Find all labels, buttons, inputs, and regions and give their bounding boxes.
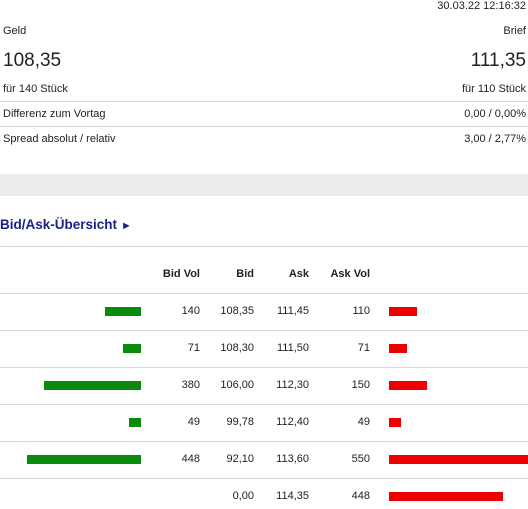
ask-price: 111,35 xyxy=(470,50,526,71)
ask-volume-bar xyxy=(389,492,503,501)
bid-volume-bar xyxy=(105,307,141,316)
table-row: 0,00 114,35 448 xyxy=(0,478,528,509)
ask-volume-bar xyxy=(389,381,427,390)
cell-bid-vol: 49 xyxy=(187,416,200,428)
bid-price: 108,35 xyxy=(3,50,62,71)
ask-volume-bar xyxy=(389,455,528,464)
cell-ask-vol: 448 xyxy=(351,490,370,502)
divider xyxy=(0,101,528,102)
table-header: Bid Vol Bid Ask Ask Vol xyxy=(0,265,528,285)
divider xyxy=(0,126,528,127)
cell-ask: 112,30 xyxy=(276,379,309,391)
bid-volume-bar xyxy=(27,455,141,464)
cell-ask: 114,35 xyxy=(276,490,309,502)
row-divider xyxy=(0,367,528,368)
bid-volume-bar xyxy=(44,381,141,390)
ask-volume-bar xyxy=(389,344,407,353)
table-row: 71 108,30 111,50 71 xyxy=(0,330,528,367)
cell-ask: 112,40 xyxy=(276,416,309,428)
bid-volume-bar xyxy=(129,418,141,427)
ask-quantity: für 110 Stück xyxy=(462,83,526,95)
diff-value: 0,00 / 0,00% xyxy=(464,108,526,120)
cell-bid: 108,35 xyxy=(220,305,254,317)
header-bid: Bid xyxy=(236,268,254,280)
row-divider xyxy=(0,404,528,405)
cell-bid: 106,00 xyxy=(220,379,254,391)
header-ask-vol: Ask Vol xyxy=(330,268,370,280)
table-row: 380 106,00 112,30 150 xyxy=(0,367,528,404)
cell-bid: 0,00 xyxy=(232,490,254,502)
table-row: 49 99,78 112,40 49 xyxy=(0,404,528,441)
spread-value: 3,00 / 2,77% xyxy=(464,133,526,145)
cell-ask-vol: 49 xyxy=(357,416,370,428)
cell-bid: 108,30 xyxy=(220,342,254,354)
bid-quantity: für 140 Stück xyxy=(3,83,68,95)
cell-bid-vol: 140 xyxy=(181,305,200,317)
cell-ask-vol: 150 xyxy=(351,379,370,391)
spread-label: Spread absolut / relativ xyxy=(3,133,116,145)
bid-ask-overview-link[interactable]: Bid/Ask-Übersicht ► xyxy=(0,217,132,232)
cell-ask: 111,50 xyxy=(276,342,309,354)
bid-volume-bar xyxy=(123,344,141,353)
table-row: 448 92,10 113,60 550 xyxy=(0,441,528,478)
ask-volume-bar xyxy=(389,307,417,316)
row-divider xyxy=(0,478,528,479)
cell-bid-vol: 71 xyxy=(187,342,200,354)
ask-label: Brief xyxy=(503,25,526,37)
ask-volume-bar xyxy=(389,418,401,427)
header-bid-vol: Bid Vol xyxy=(162,268,200,280)
header-ask: Ask xyxy=(288,268,309,280)
row-divider xyxy=(0,330,528,331)
section-spacer xyxy=(0,174,528,196)
cell-ask: 111,45 xyxy=(276,305,309,317)
cell-ask-vol: 550 xyxy=(351,453,370,465)
quote-timestamp: 30.03.22 12:16:32 xyxy=(437,0,526,12)
cell-bid: 92,10 xyxy=(226,453,254,465)
table-row: 140 108,35 111,45 110 xyxy=(0,293,528,330)
cell-bid-vol: 448 xyxy=(181,453,200,465)
divider xyxy=(0,246,528,247)
cell-bid-vol: 380 xyxy=(181,379,200,391)
play-arrow-icon: ► xyxy=(121,220,132,232)
row-divider xyxy=(0,293,528,294)
cell-ask-vol: 71 xyxy=(357,342,370,354)
row-divider xyxy=(0,441,528,442)
section-title-text: Bid/Ask-Übersicht xyxy=(0,217,118,232)
diff-label: Differenz zum Vortag xyxy=(3,108,106,120)
quote-panel: 30.03.22 12:16:32 Geld Brief 108,35 111,… xyxy=(0,0,528,174)
cell-bid: 99,78 xyxy=(226,416,254,428)
cell-ask-vol: 110 xyxy=(352,305,370,317)
bid-label: Geld xyxy=(3,25,27,37)
cell-ask: 113,60 xyxy=(276,453,309,465)
